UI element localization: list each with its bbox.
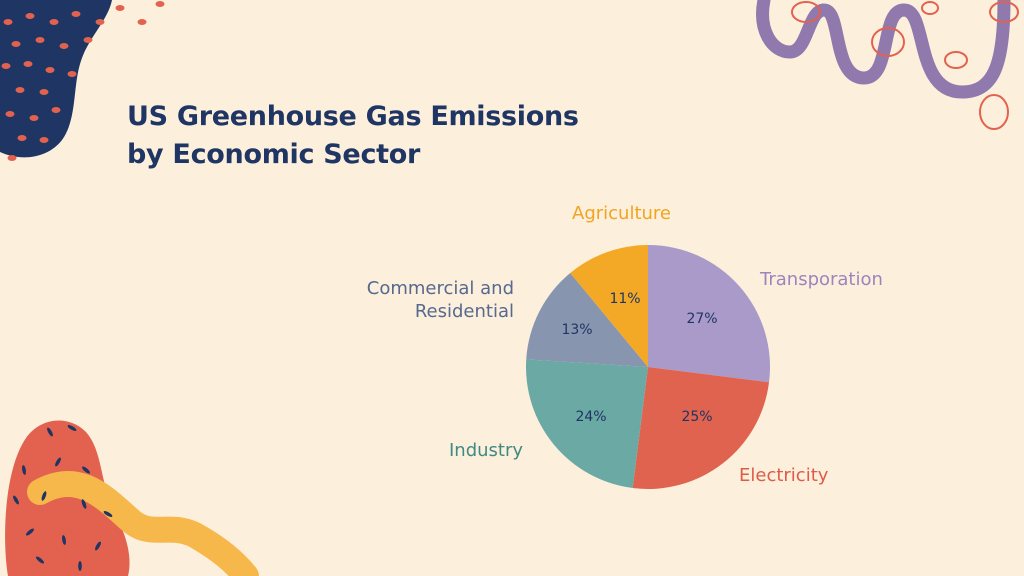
red-blob-dashes xyxy=(13,425,113,571)
ring xyxy=(921,1,939,15)
blob-dot xyxy=(25,13,35,19)
red-blob xyxy=(5,420,130,576)
blob-dash xyxy=(81,499,87,509)
label-industry: Industry xyxy=(449,440,524,461)
blob-dash xyxy=(62,535,66,545)
blob-dot xyxy=(3,19,13,25)
pie-slice-transporation xyxy=(648,245,770,383)
label-electricity: Electricity xyxy=(739,465,829,486)
blob-dot xyxy=(51,107,61,113)
blob-dot xyxy=(115,5,125,11)
title-line-2: by Economic Sector xyxy=(127,139,421,170)
label-commercial-line-2: Residential xyxy=(414,301,514,322)
label-agriculture: Agriculture xyxy=(572,203,671,224)
blob-dot xyxy=(67,71,77,77)
blob-dot xyxy=(1,63,11,69)
blob-dot xyxy=(11,41,21,47)
label-transporation: Transporation xyxy=(760,269,883,290)
blob-dot xyxy=(39,137,49,143)
blob-dot xyxy=(17,135,27,141)
blob-dot xyxy=(83,37,93,43)
blob-dash xyxy=(55,457,61,467)
pct-label-commercial-residential: 13% xyxy=(561,322,593,338)
chart-title: US Greenhouse Gas Emissions by Economic … xyxy=(127,98,579,174)
pie-slice-industry xyxy=(526,359,648,489)
ring xyxy=(871,27,905,57)
blob-dot xyxy=(39,89,49,95)
ring xyxy=(979,94,1009,130)
blob-dash xyxy=(81,466,91,474)
ring xyxy=(989,1,1019,23)
blob-dash xyxy=(47,427,53,437)
blob-dot xyxy=(95,19,105,25)
blob-dash xyxy=(103,511,113,517)
yellow-squiggle xyxy=(27,471,259,576)
blob-dot xyxy=(35,37,45,43)
ring xyxy=(944,51,968,69)
blob-dot xyxy=(7,155,17,161)
pct-label-electricity: 25% xyxy=(681,409,713,425)
blob-dash xyxy=(78,561,82,571)
pie-slice-agriculture xyxy=(570,245,648,367)
blob-dot xyxy=(29,115,39,121)
blob-dash xyxy=(22,465,26,475)
blob-dash xyxy=(95,541,101,551)
blob-dot xyxy=(137,19,147,25)
blob-dot xyxy=(155,1,165,7)
label-commercial-line-1: Commercial and xyxy=(366,278,514,299)
blob-dot xyxy=(23,61,33,67)
blob-dot xyxy=(49,19,59,25)
blob-dash xyxy=(67,425,77,431)
blob-dot xyxy=(15,87,25,93)
pct-label-transporation: 27% xyxy=(686,311,718,327)
pie-slice-electricity xyxy=(632,367,770,490)
pct-label-agriculture: 11% xyxy=(609,291,641,307)
red-rings xyxy=(791,1,1019,130)
blob-dash xyxy=(25,528,35,536)
title-line-1: US Greenhouse Gas Emissions xyxy=(127,101,579,132)
blob-dash xyxy=(41,491,47,501)
blob-dot xyxy=(59,43,69,49)
blob-dot xyxy=(45,67,55,73)
pie-slice-commercial-and-residential xyxy=(526,272,648,367)
pct-label-industry: 24% xyxy=(575,409,607,425)
blob-dot xyxy=(5,111,15,117)
blob-dash xyxy=(13,495,19,505)
blob-dash xyxy=(35,556,45,564)
blob-dot xyxy=(71,11,81,17)
purple-squiggle xyxy=(756,0,1011,99)
label-commercial-residential: Commercial and Residential xyxy=(367,277,514,323)
navy-blob-dots xyxy=(1,1,165,161)
ring xyxy=(791,1,821,23)
